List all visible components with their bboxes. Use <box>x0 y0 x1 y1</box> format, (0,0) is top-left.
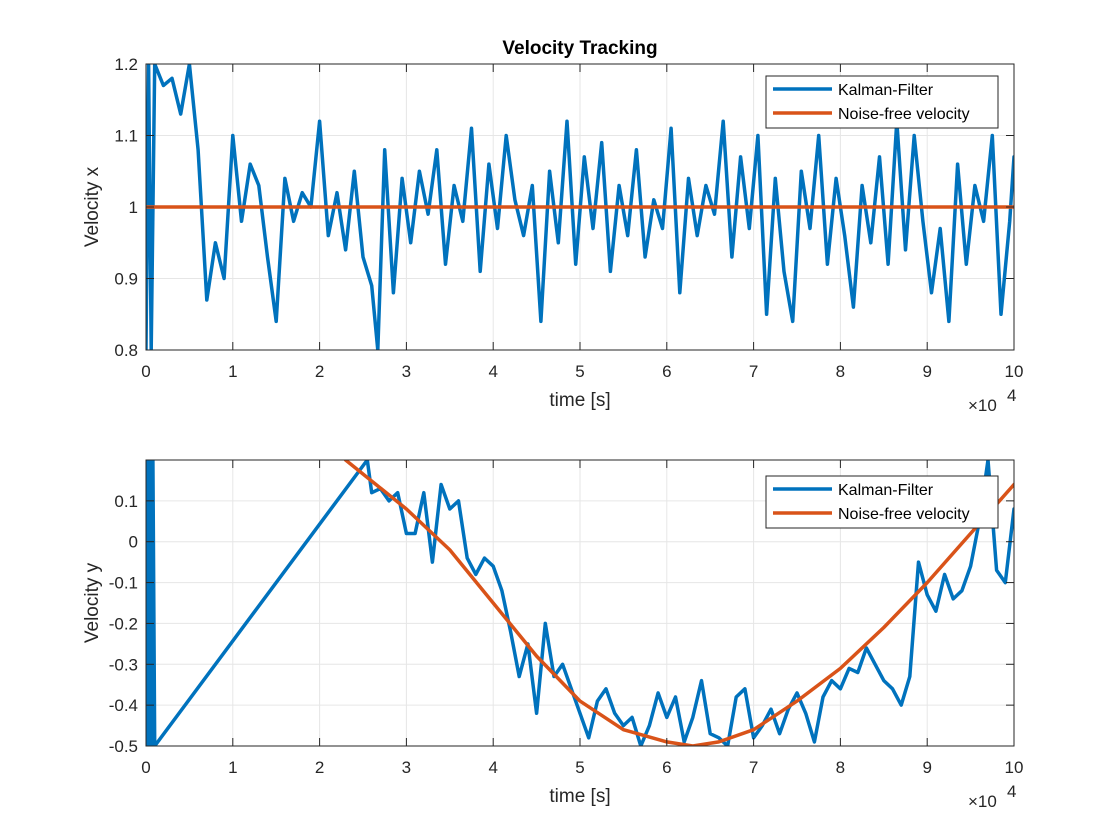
x-tick-label: 5 <box>575 362 584 381</box>
x-tick-label: 5 <box>575 758 584 777</box>
x-tick-label: 0 <box>141 758 150 777</box>
y-tick-label: -0.1 <box>109 574 138 593</box>
x-tick-label: 4 <box>488 758 497 777</box>
y-tick-label: -0.2 <box>109 614 138 633</box>
x-tick-label: 1 <box>228 362 237 381</box>
y-axis-label: Velocity x <box>82 166 103 247</box>
x-tick-label: 8 <box>836 758 845 777</box>
x-exponent-power: 4 <box>1007 782 1016 801</box>
legend: Kalman-Filter Noise-free velocity <box>765 75 999 129</box>
x-tick-label: 0 <box>141 362 150 381</box>
legend-entry: Noise-free velocity <box>838 506 970 523</box>
y-tick-label: 0.8 <box>114 341 138 360</box>
y-tick-label: -0.4 <box>109 696 138 715</box>
x-tick-label: 9 <box>922 362 931 381</box>
x-tick-label: 2 <box>315 362 324 381</box>
y-tick-label: 1.1 <box>114 127 138 146</box>
chart-title: Velocity Tracking <box>502 38 657 59</box>
x-tick-label: 10 <box>1005 758 1024 777</box>
y-axis-label: Velocity y <box>82 562 103 643</box>
series-line-kalman-filter <box>146 64 1014 350</box>
series-group <box>146 460 1014 746</box>
x-axis-label: time [s] <box>549 786 610 807</box>
y-tick-label: 0.1 <box>114 492 138 511</box>
series-line-noise-free-velocity <box>343 460 1014 746</box>
legend: Kalman-Filter Noise-free velocity <box>765 475 999 529</box>
x-tick-label: 6 <box>662 362 671 381</box>
y-tick-label: -0.3 <box>109 655 138 674</box>
x-tick-label: 7 <box>749 362 758 381</box>
x-tick-label: 1 <box>228 758 237 777</box>
y-tick-label: 0 <box>129 533 138 552</box>
legend-entry: Kalman-Filter <box>838 82 934 99</box>
legend-box <box>765 475 999 529</box>
x-tick-label: 9 <box>922 758 931 777</box>
chart-panel-1: 0 1 2 3 4 5 6 7 8 9 10 0.8 0.9 1 1.1 1.2 ×10 4 time [s] Vel… <box>82 38 1023 415</box>
legend-entry: Kalman-Filter <box>838 482 934 499</box>
x-exponent-label: ×10 <box>968 792 997 811</box>
chart-panel-2: 0 1 2 3 4 5 6 7 8 9 10 -0.5 -0.4 -0.3 -0.2 -0.1 0 0.1 ×10 4… <box>82 459 1024 811</box>
x-tick-label: 10 <box>1005 362 1024 381</box>
x-tick-label: 2 <box>315 758 324 777</box>
x-axis-label: time [s] <box>549 390 610 411</box>
x-exponent-label: ×10 <box>968 396 997 415</box>
y-tick-label: 1 <box>129 198 138 217</box>
x-tick-label: 3 <box>402 362 411 381</box>
legend-box <box>765 75 999 129</box>
legend-entry: Noise-free velocity <box>838 106 970 123</box>
x-tick-label: 8 <box>836 362 845 381</box>
series-group <box>146 64 1014 350</box>
x-exponent-power: 4 <box>1007 386 1016 405</box>
x-tick-label: 4 <box>488 362 497 381</box>
x-tick-label: 3 <box>402 758 411 777</box>
x-tick-label: 6 <box>662 758 671 777</box>
y-tick-label: -0.5 <box>109 737 138 756</box>
y-tick-label: 0.9 <box>114 270 138 289</box>
x-tick-label: 7 <box>749 758 758 777</box>
y-tick-label: 1.2 <box>114 55 138 74</box>
